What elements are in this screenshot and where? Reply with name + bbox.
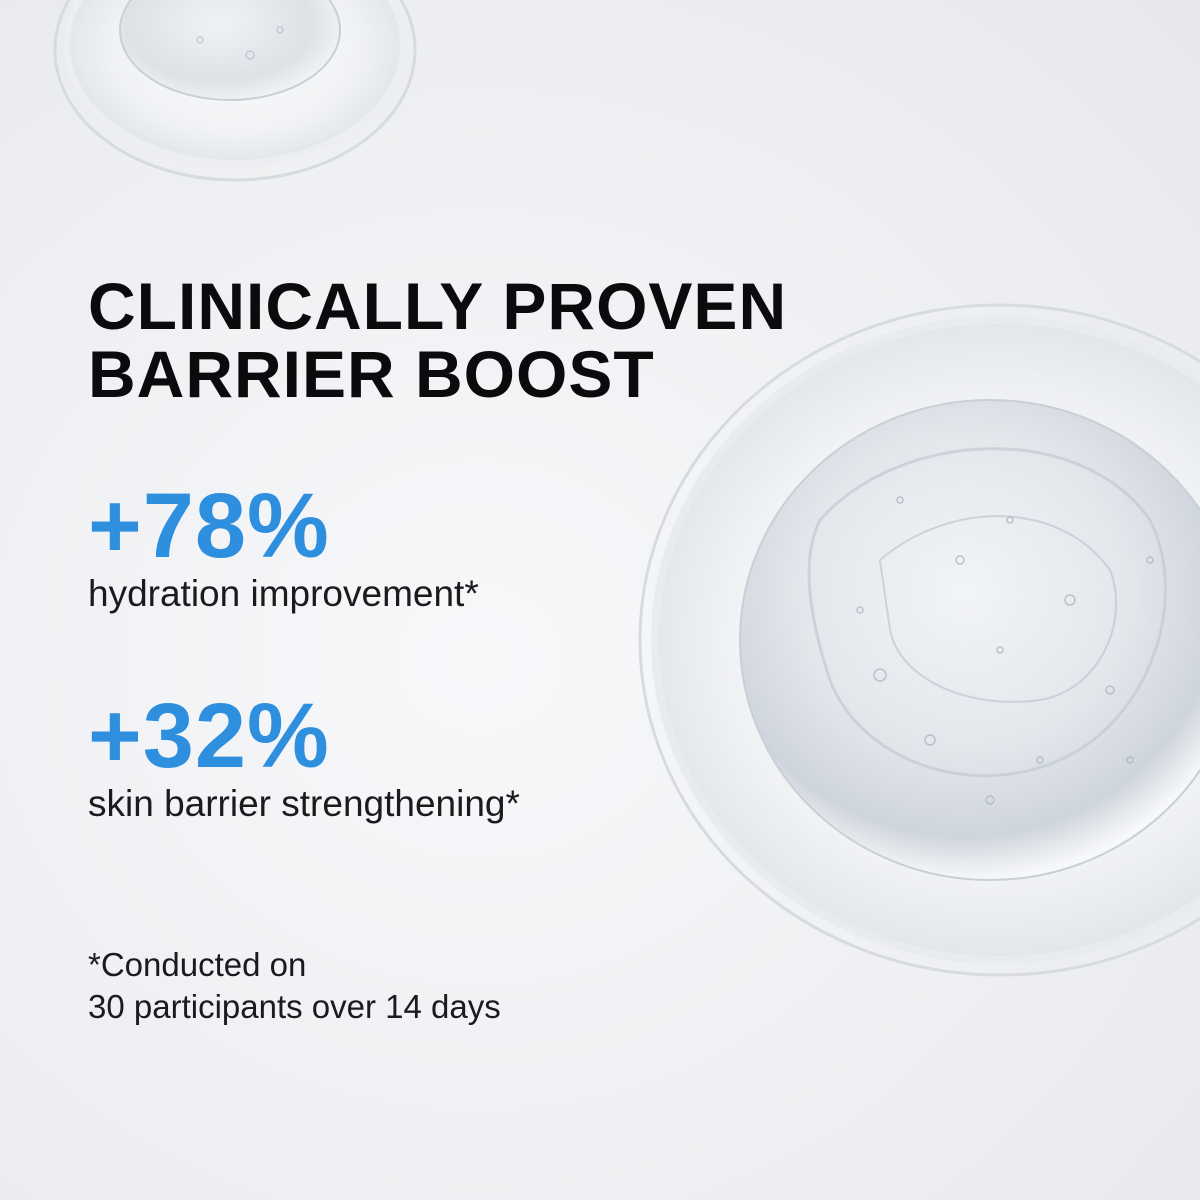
stat-barrier: +32% skin barrier strengthening* bbox=[88, 690, 520, 826]
headline-line-1: CLINICALLY PROVEN bbox=[88, 269, 788, 343]
footnote-line-2: 30 participants over 14 days bbox=[88, 988, 501, 1025]
stat-label: skin barrier strengthening* bbox=[88, 783, 520, 824]
footnote-line-1: *Conducted on bbox=[88, 946, 307, 983]
footnote: *Conducted on 30 participants over 14 da… bbox=[88, 944, 501, 1028]
stat-value: +78% bbox=[88, 475, 330, 577]
large-glass-dish bbox=[638, 303, 1200, 977]
headline-line-2: BARRIER BOOST bbox=[88, 337, 655, 411]
small-glass-dish bbox=[53, 0, 417, 182]
stat-value: +32% bbox=[88, 685, 330, 787]
stat-hydration: +78% hydration improvement* bbox=[88, 480, 479, 616]
headline: CLINICALLY PROVEN BARRIER BOOST bbox=[88, 272, 787, 408]
stat-label: hydration improvement* bbox=[88, 573, 479, 614]
